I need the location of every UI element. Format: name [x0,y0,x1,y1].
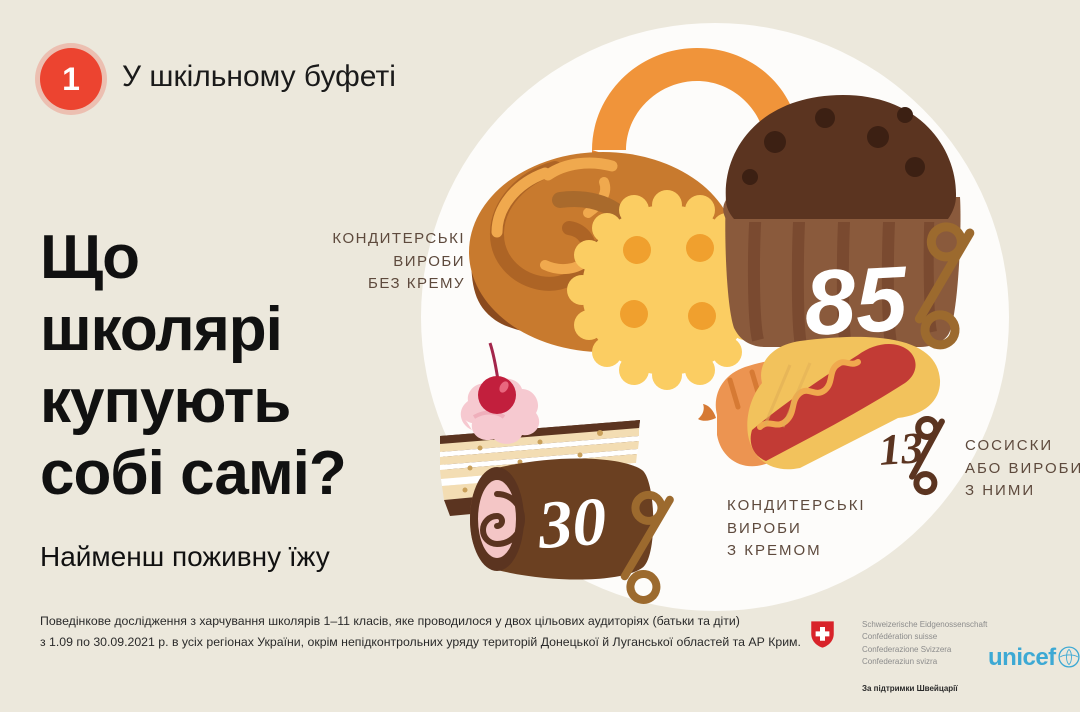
svg-text:30: 30 [535,482,609,563]
